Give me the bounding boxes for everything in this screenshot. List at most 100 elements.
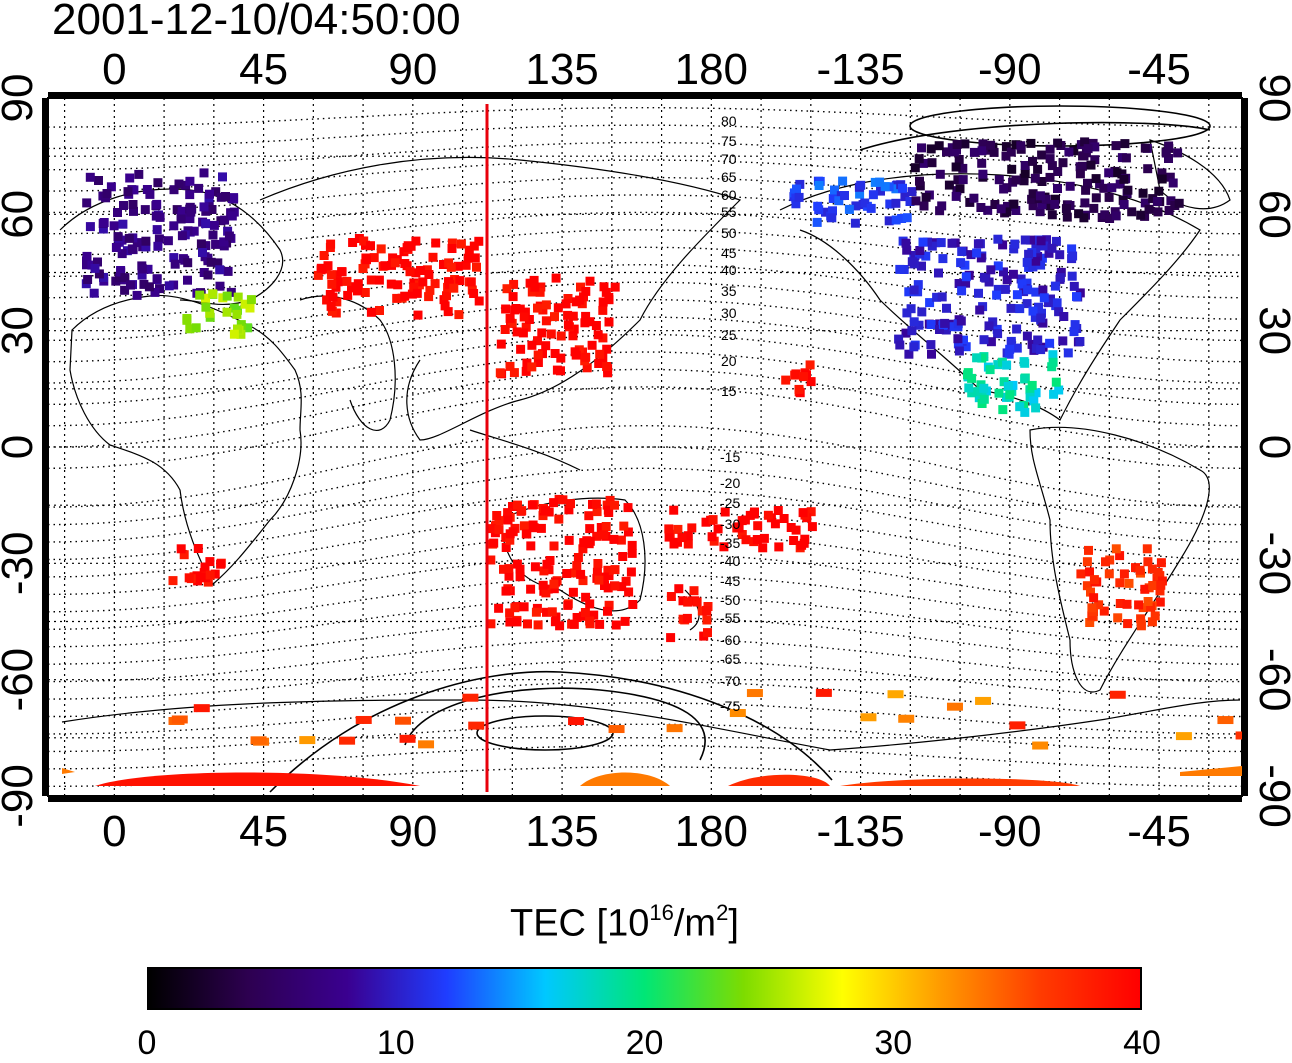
tec-cell: [1011, 140, 1021, 150]
tec-cell: [527, 500, 537, 510]
tec-cell: [332, 297, 342, 307]
tec-cell: [611, 620, 621, 630]
tec-cell: [109, 221, 119, 231]
tec-cell: [442, 291, 451, 301]
tec-cell: [926, 320, 936, 329]
tec-cell: [1157, 168, 1167, 178]
tec-cell: [993, 234, 1003, 244]
tec-cell: [501, 586, 511, 596]
magnetic-latitude-contour: [48, 680, 1242, 718]
tec-cell: [326, 239, 336, 249]
tec-cell: [794, 192, 804, 202]
tec-cell: [150, 287, 160, 297]
tec-cell: [1079, 213, 1089, 223]
tec-cell: [1029, 396, 1039, 406]
tec-cell: [942, 147, 951, 157]
tec-cell: [1049, 389, 1059, 399]
tec-cell: [1154, 186, 1164, 196]
tec-cell: [919, 201, 929, 211]
tec-cell: [376, 244, 386, 254]
tec-cell: [587, 340, 597, 350]
tec-cell: [94, 269, 104, 279]
tec-cell: [470, 253, 480, 263]
tec-cell: [594, 575, 604, 585]
tec-cell: [521, 322, 531, 332]
tec-cell: [114, 272, 124, 282]
tec-cell: [1123, 619, 1133, 629]
tec-cell: [617, 582, 627, 592]
tec-cell: [1150, 611, 1160, 621]
tec-cell: [89, 288, 99, 298]
tec-cell: [701, 517, 711, 527]
tec-cell: [1153, 568, 1163, 577]
tec-cell: [902, 213, 912, 223]
tec-cell: [440, 301, 450, 311]
tec-cell: [978, 139, 988, 149]
contour-label: -45: [720, 573, 740, 589]
tec-cell: [1089, 203, 1099, 213]
tec-cell: [972, 248, 982, 258]
tec-cell: [500, 325, 510, 334]
tec-cell: [1011, 175, 1021, 185]
tec-cell: [598, 305, 608, 315]
tec-cell: [223, 226, 233, 236]
tec-cell: [1068, 251, 1078, 261]
tec-cell: [1099, 183, 1109, 193]
tec-cell: [794, 384, 804, 394]
tec-cell: [999, 377, 1009, 387]
tec-cell: [541, 588, 551, 598]
tec-cell: [781, 375, 791, 385]
tec-cell: [1051, 236, 1061, 246]
tec-cell: [985, 365, 995, 375]
tec-cell: [581, 286, 591, 296]
tec-cell: [1067, 271, 1077, 281]
tec-cell: [1001, 142, 1011, 152]
tec-cell: [1105, 214, 1115, 223]
tec-cell: [519, 312, 529, 322]
tec-cell: [523, 619, 532, 629]
tec-cell: [758, 543, 768, 553]
tec-cell: [703, 628, 712, 638]
tec-cell: [1050, 281, 1060, 291]
left-latitude-tick: -90: [0, 764, 42, 828]
tec-cell: [455, 276, 465, 286]
tec-cell: [428, 252, 438, 262]
tec-cell: [610, 565, 620, 575]
tec-cell: [830, 185, 839, 195]
tec-cell: [664, 524, 674, 534]
tec-cell: [1045, 201, 1055, 211]
tec-cell: [599, 572, 609, 582]
tec-cell: [1115, 578, 1125, 588]
tec-cell: [953, 339, 963, 349]
tec-cell: [1053, 138, 1063, 148]
tec-cell: [828, 194, 838, 203]
tec-cell: [719, 542, 729, 552]
tec-cell: [913, 280, 923, 290]
tec-cell: [1148, 194, 1158, 204]
tec-cell: [906, 304, 916, 314]
tec-cell: [531, 607, 541, 617]
tec-cell: [1009, 199, 1019, 209]
tec-cell: [527, 362, 537, 372]
tec-cell: [536, 282, 546, 292]
tec-cell: [791, 199, 801, 209]
tec-cell: [907, 257, 917, 267]
tec-cell: [1028, 201, 1038, 211]
tec-cell: [582, 363, 592, 373]
tec-cell: [1101, 557, 1110, 567]
tec-cell: [246, 295, 256, 305]
tec-cell: [177, 231, 187, 241]
tec-cell: [220, 215, 230, 225]
tec-cell: [494, 516, 504, 526]
tec-cell: [137, 264, 147, 274]
tec-cell: [120, 285, 130, 295]
tec-cell: [1155, 597, 1165, 607]
colorbar-tick-label: 40: [1123, 1024, 1161, 1062]
tec-cell: [895, 340, 905, 350]
tec-cell: [591, 321, 601, 330]
tec-cell: [927, 158, 937, 168]
tec-cell: [1123, 185, 1133, 195]
tec-cell: [111, 243, 121, 252]
tec-cell: [1168, 178, 1178, 188]
contour-label: 50: [721, 225, 737, 241]
